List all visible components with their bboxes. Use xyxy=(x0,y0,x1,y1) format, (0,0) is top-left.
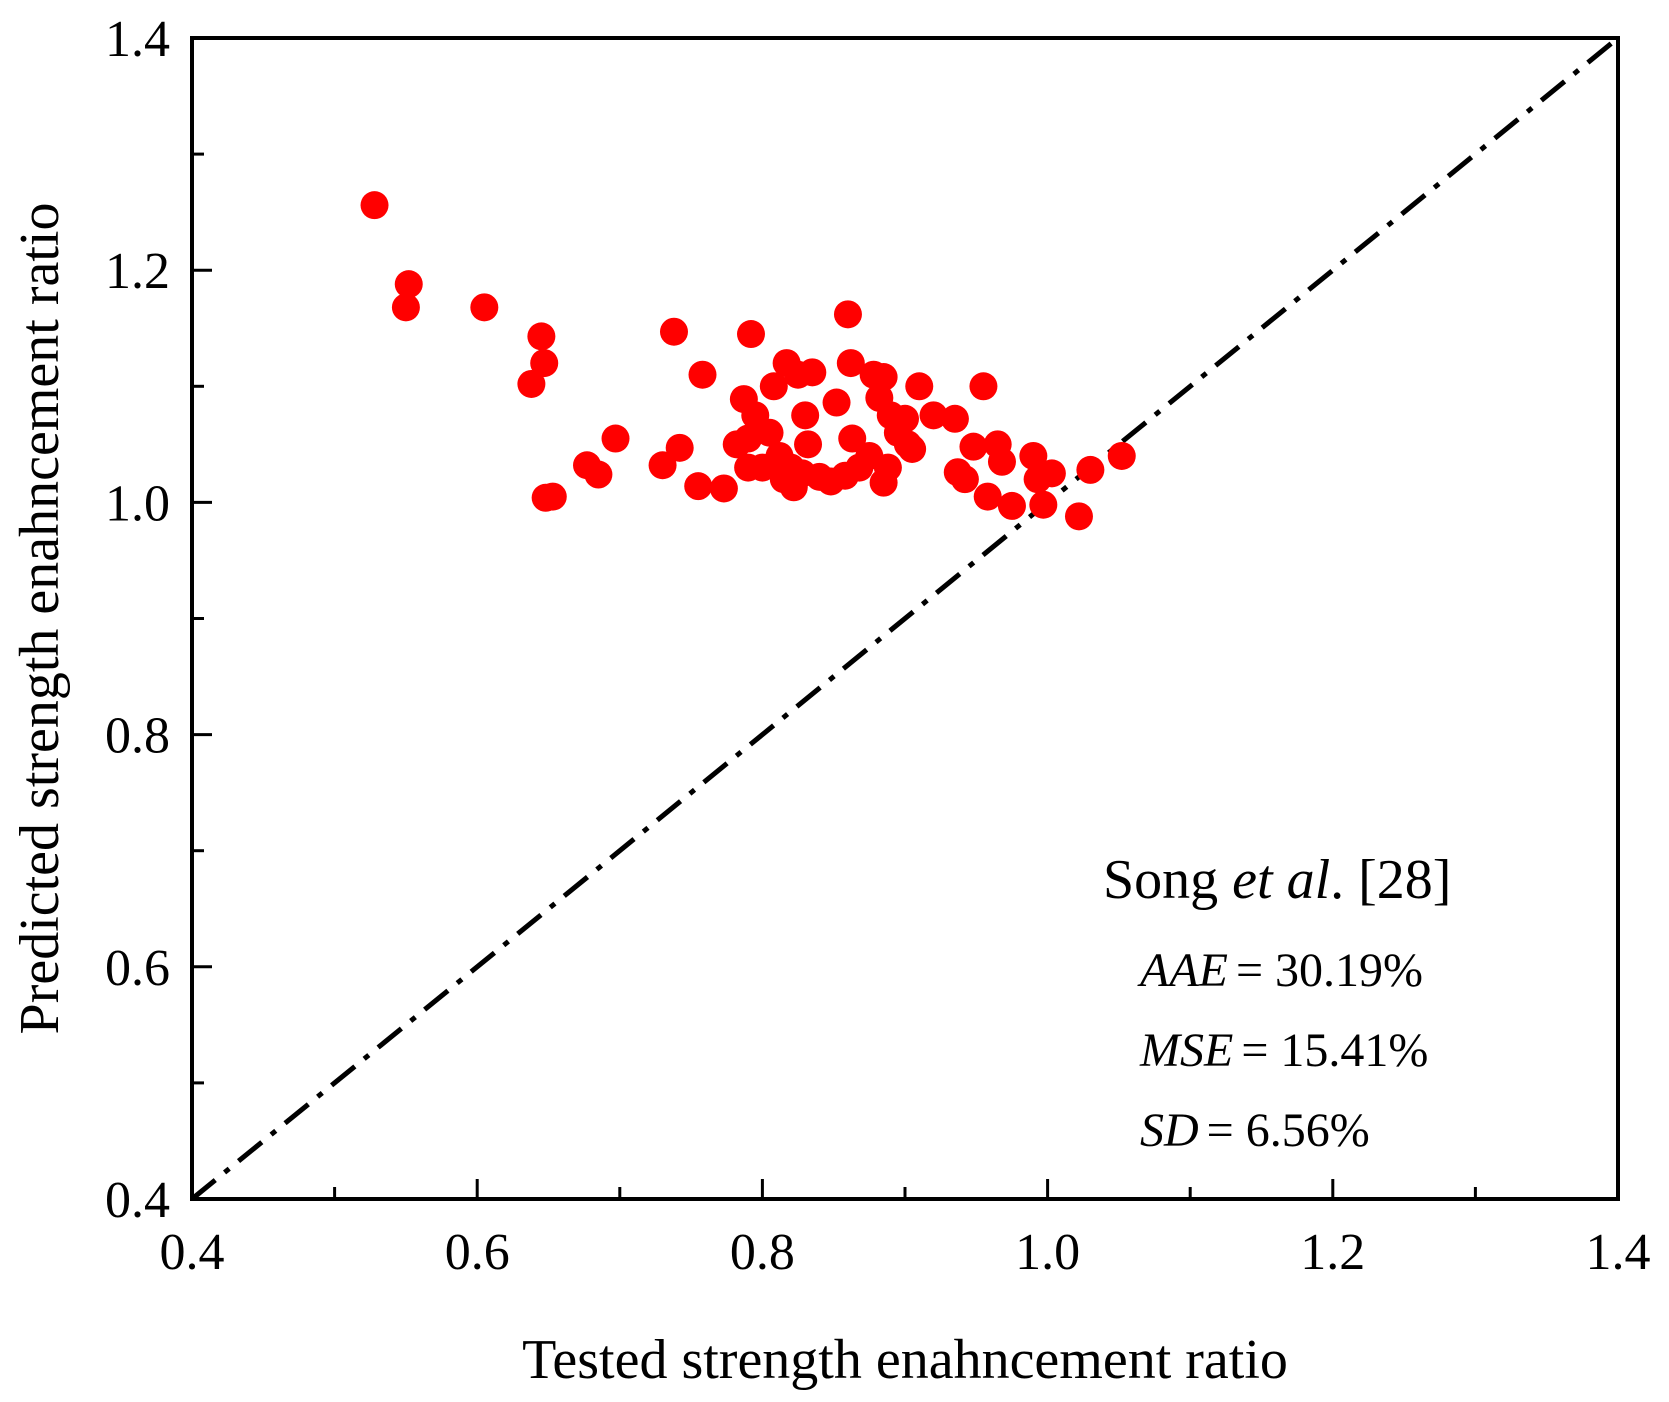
annotation-title-suffix: . [28] xyxy=(1330,849,1451,911)
data-point xyxy=(470,293,499,322)
data-point xyxy=(648,451,677,480)
y-tick-label: 0.6 xyxy=(105,940,170,997)
data-point xyxy=(919,401,948,430)
data-point xyxy=(898,434,927,463)
data-point xyxy=(794,430,823,459)
x-tick-label: 0.8 xyxy=(730,1224,795,1281)
data-points xyxy=(360,191,1136,531)
data-point xyxy=(394,270,423,299)
data-point xyxy=(601,424,630,453)
y-tick-label: 0.4 xyxy=(105,1172,170,1229)
data-point xyxy=(791,401,820,430)
data-point xyxy=(517,369,546,398)
data-point xyxy=(1064,502,1093,531)
y-tick-label: 1.4 xyxy=(105,11,170,68)
reference-line-group xyxy=(190,36,1620,1201)
data-point xyxy=(1076,455,1105,484)
data-point xyxy=(688,360,717,389)
data-point xyxy=(873,453,902,482)
data-point xyxy=(755,418,784,447)
plot-area-frame xyxy=(190,36,1620,1201)
x-tick-label: 1.0 xyxy=(1015,1224,1080,1281)
data-point xyxy=(1037,459,1066,488)
reference-line xyxy=(190,36,1620,1201)
data-point xyxy=(1029,490,1058,519)
data-point xyxy=(987,447,1016,476)
x-tick-label: 0.6 xyxy=(445,1224,510,1281)
data-point xyxy=(869,363,898,392)
x-axis-title: Tested strength enahncement ratio xyxy=(522,1329,1288,1391)
x-tick-label: 0.4 xyxy=(160,1224,225,1281)
y-tick-label: 0.8 xyxy=(105,708,170,765)
y-tick-label: 1.0 xyxy=(105,475,170,532)
metric-mse: MSE = 15.41% xyxy=(1139,1024,1428,1077)
annotation-box: Song et al. [28] AAE = 30.19% MSE = 15.41%… xyxy=(1103,849,1451,1157)
metric-sd: SD = 6.56% xyxy=(1140,1104,1370,1157)
data-point xyxy=(905,372,934,401)
data-point xyxy=(665,433,694,462)
metric-sd-name: SD xyxy=(1140,1104,1199,1157)
data-point xyxy=(659,317,688,346)
data-point xyxy=(684,472,713,501)
tick-labels: 0.4 0.6 0.8 1.0 1.2 1.4 0.4 0.6 0.8 1.0 1.2 1.4 xyxy=(105,11,1651,1281)
data-point xyxy=(833,300,862,329)
data-point xyxy=(822,388,851,417)
data-point xyxy=(391,293,420,322)
y-tick-label: 1.2 xyxy=(105,243,170,300)
annotation-title-italic: et al xyxy=(1232,849,1330,911)
data-point xyxy=(838,424,867,453)
x-tick-label: 1.4 xyxy=(1586,1224,1651,1281)
data-point xyxy=(527,322,556,351)
metric-aae-value: = 30.19% xyxy=(1236,944,1423,997)
data-point xyxy=(959,432,988,461)
data-point xyxy=(1019,441,1048,470)
data-point xyxy=(997,491,1026,520)
metric-mse-value: = 15.41% xyxy=(1241,1024,1428,1077)
data-point xyxy=(584,460,613,489)
data-point xyxy=(973,482,1002,511)
annotation-title-prefix: Song xyxy=(1103,849,1232,911)
metric-aae-name: AAE xyxy=(1137,944,1228,997)
metric-sd-value: = 6.56% xyxy=(1207,1104,1370,1157)
data-point xyxy=(530,349,559,378)
data-point xyxy=(891,404,919,433)
data-point xyxy=(950,465,979,494)
data-point xyxy=(736,320,765,349)
data-point xyxy=(1107,441,1136,470)
metric-aae: AAE = 30.19% xyxy=(1137,944,1423,997)
data-point xyxy=(940,404,969,433)
data-point xyxy=(360,191,389,220)
x-tick-label: 1.2 xyxy=(1300,1224,1365,1281)
y-axis-title: Predicted strength enahncement ratio xyxy=(9,203,71,1035)
data-point xyxy=(538,482,567,511)
data-point xyxy=(836,349,865,378)
data-point xyxy=(709,474,738,503)
annotation-title: Song et al. [28] xyxy=(1103,849,1451,911)
data-point xyxy=(734,424,763,453)
metric-mse-name: MSE xyxy=(1139,1024,1233,1077)
data-point xyxy=(969,372,998,401)
data-point xyxy=(759,372,788,401)
data-point xyxy=(798,358,827,387)
